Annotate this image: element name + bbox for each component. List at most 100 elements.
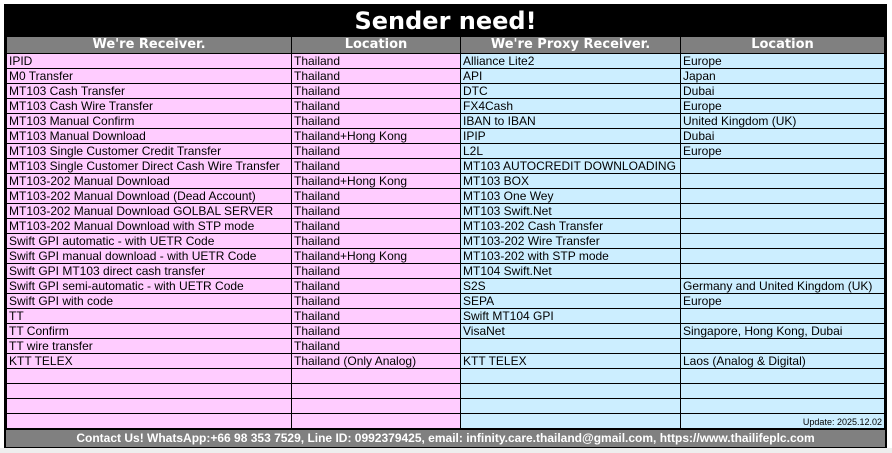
receiver-name-cell[interactable]: MT103 Manual Confirm [6,113,292,129]
receiver-name-cell[interactable]: Swift GPI with code [6,293,292,309]
header-receiver[interactable]: We're Receiver. [6,36,292,54]
proxy-name-cell[interactable]: KTT TELEX [460,353,681,369]
receiver-name-cell[interactable]: MT103-202 Manual Download [6,173,292,189]
update-date[interactable]: Update: 2025.12.02 [680,413,885,429]
empty-cell[interactable] [291,383,461,399]
proxy-location-cell[interactable] [680,173,885,189]
receiver-name-cell[interactable]: Swift GPI automatic - with UETR Code [6,233,292,249]
receiver-location-cell[interactable]: Thailand [291,158,461,174]
receiver-location-cell[interactable]: Thailand [291,68,461,84]
proxy-location-cell[interactable] [680,338,885,354]
proxy-location-cell[interactable]: Europe [680,293,885,309]
proxy-name-cell[interactable]: Alliance Lite2 [460,53,681,69]
empty-cell[interactable] [460,413,681,429]
receiver-location-cell[interactable]: Thailand+Hong Kong [291,173,461,189]
receiver-name-cell[interactable]: Swift GPI semi-automatic - with UETR Cod… [6,278,292,294]
empty-cell[interactable] [680,368,885,384]
proxy-location-cell[interactable]: Europe [680,53,885,69]
proxy-location-cell[interactable]: Europe [680,143,885,159]
proxy-location-cell[interactable] [680,308,885,324]
proxy-name-cell[interactable]: MT104 Swift.Net [460,263,681,279]
receiver-name-cell[interactable]: IPID [6,53,292,69]
receiver-location-cell[interactable]: Thailand+Hong Kong [291,248,461,264]
proxy-name-cell[interactable]: FX4Cash [460,98,681,114]
receiver-name-cell[interactable]: MT103 Single Customer Credit Transfer [6,143,292,159]
proxy-name-cell[interactable]: API [460,68,681,84]
receiver-name-cell[interactable]: MT103-202 Manual Download GOLBAL SERVER [6,203,292,219]
proxy-name-cell[interactable]: S2S [460,278,681,294]
receiver-name-cell[interactable]: MT103 Cash Wire Transfer [6,98,292,114]
proxy-name-cell[interactable]: L2L [460,143,681,159]
receiver-location-cell[interactable]: Thailand [291,338,461,354]
receiver-location-cell[interactable]: Thailand [291,53,461,69]
proxy-name-cell[interactable]: MT103 Swift.Net [460,203,681,219]
receiver-location-cell[interactable]: Thailand [291,308,461,324]
proxy-location-cell[interactable]: Europe [680,98,885,114]
proxy-location-cell[interactable]: Dubai [680,128,885,144]
header-proxy[interactable]: We're Proxy Receiver. [460,36,681,54]
proxy-name-cell[interactable]: MT103-202 Cash Transfer [460,218,681,234]
header-proxy-location[interactable]: Location [680,36,885,54]
receiver-name-cell[interactable]: KTT TELEX [6,353,292,369]
proxy-name-cell[interactable]: MT103-202 Wire Transfer [460,233,681,249]
proxy-location-cell[interactable] [680,158,885,174]
empty-cell[interactable] [460,383,681,399]
receiver-name-cell[interactable]: TT [6,308,292,324]
receiver-name-cell[interactable]: MT103 Single Customer Direct Cash Wire T… [6,158,292,174]
proxy-name-cell[interactable]: MT103 BOX [460,173,681,189]
empty-cell[interactable] [460,368,681,384]
receiver-name-cell[interactable]: MT103 Manual Download [6,128,292,144]
proxy-location-cell[interactable]: Laos (Analog & Digital) [680,353,885,369]
receiver-location-cell[interactable]: Thailand+Hong Kong [291,128,461,144]
empty-cell[interactable] [6,383,292,399]
proxy-name-cell[interactable]: MT103 One Wey [460,188,681,204]
receiver-name-cell[interactable]: TT Confirm [6,323,292,339]
empty-cell[interactable] [291,413,461,429]
receiver-name-cell[interactable]: MT103 Cash Transfer [6,83,292,99]
proxy-name-cell[interactable]: DTC [460,83,681,99]
empty-cell[interactable] [6,368,292,384]
receiver-location-cell[interactable]: Thailand [291,293,461,309]
receiver-name-cell[interactable]: Swift GPI manual download - with UETR Co… [6,248,292,264]
empty-cell[interactable] [680,383,885,399]
receiver-location-cell[interactable]: Thailand [291,278,461,294]
proxy-location-cell[interactable] [680,218,885,234]
proxy-name-cell[interactable]: MT103 AUTOCREDIT DOWNLOADING [460,158,681,174]
receiver-location-cell[interactable]: Thailand [291,263,461,279]
empty-cell[interactable] [291,398,461,414]
receiver-location-cell[interactable]: Thailand [291,233,461,249]
proxy-location-cell[interactable]: United Kingdom (UK) [680,113,885,129]
empty-cell[interactable] [291,368,461,384]
receiver-name-cell[interactable]: MT103-202 Manual Download with STP mode [6,218,292,234]
proxy-name-cell[interactable]: Swift MT104 GPI [460,308,681,324]
empty-cell[interactable] [680,398,885,414]
proxy-location-cell[interactable]: Dubai [680,83,885,99]
proxy-location-cell[interactable]: Germany and United Kingdom (UK) [680,278,885,294]
receiver-location-cell[interactable]: Thailand [291,143,461,159]
proxy-name-cell[interactable]: MT103-202 with STP mode [460,248,681,264]
empty-cell[interactable] [6,413,292,429]
receiver-name-cell[interactable]: M0 Transfer [6,68,292,84]
receiver-location-cell[interactable]: Thailand [291,98,461,114]
receiver-location-cell[interactable]: Thailand [291,218,461,234]
receiver-location-cell[interactable]: Thailand [291,323,461,339]
receiver-location-cell[interactable]: Thailand [291,83,461,99]
proxy-location-cell[interactable] [680,233,885,249]
proxy-name-cell[interactable]: SEPA [460,293,681,309]
empty-cell[interactable] [6,398,292,414]
receiver-name-cell[interactable]: MT103-202 Manual Download (Dead Account) [6,188,292,204]
receiver-name-cell[interactable]: TT wire transfer [6,338,292,354]
proxy-name-cell[interactable] [460,338,681,354]
receiver-name-cell[interactable]: Swift GPI MT103 direct cash transfer [6,263,292,279]
proxy-location-cell[interactable]: Japan [680,68,885,84]
proxy-location-cell[interactable] [680,248,885,264]
receiver-location-cell[interactable]: Thailand [291,203,461,219]
receiver-location-cell[interactable]: Thailand [291,188,461,204]
header-receiver-location[interactable]: Location [291,36,461,54]
proxy-name-cell[interactable]: IBAN to IBAN [460,113,681,129]
empty-cell[interactable] [460,398,681,414]
proxy-location-cell[interactable] [680,263,885,279]
proxy-location-cell[interactable]: Singapore, Hong Kong, Dubai [680,323,885,339]
proxy-location-cell[interactable] [680,203,885,219]
receiver-location-cell[interactable]: Thailand (Only Analog) [291,353,461,369]
